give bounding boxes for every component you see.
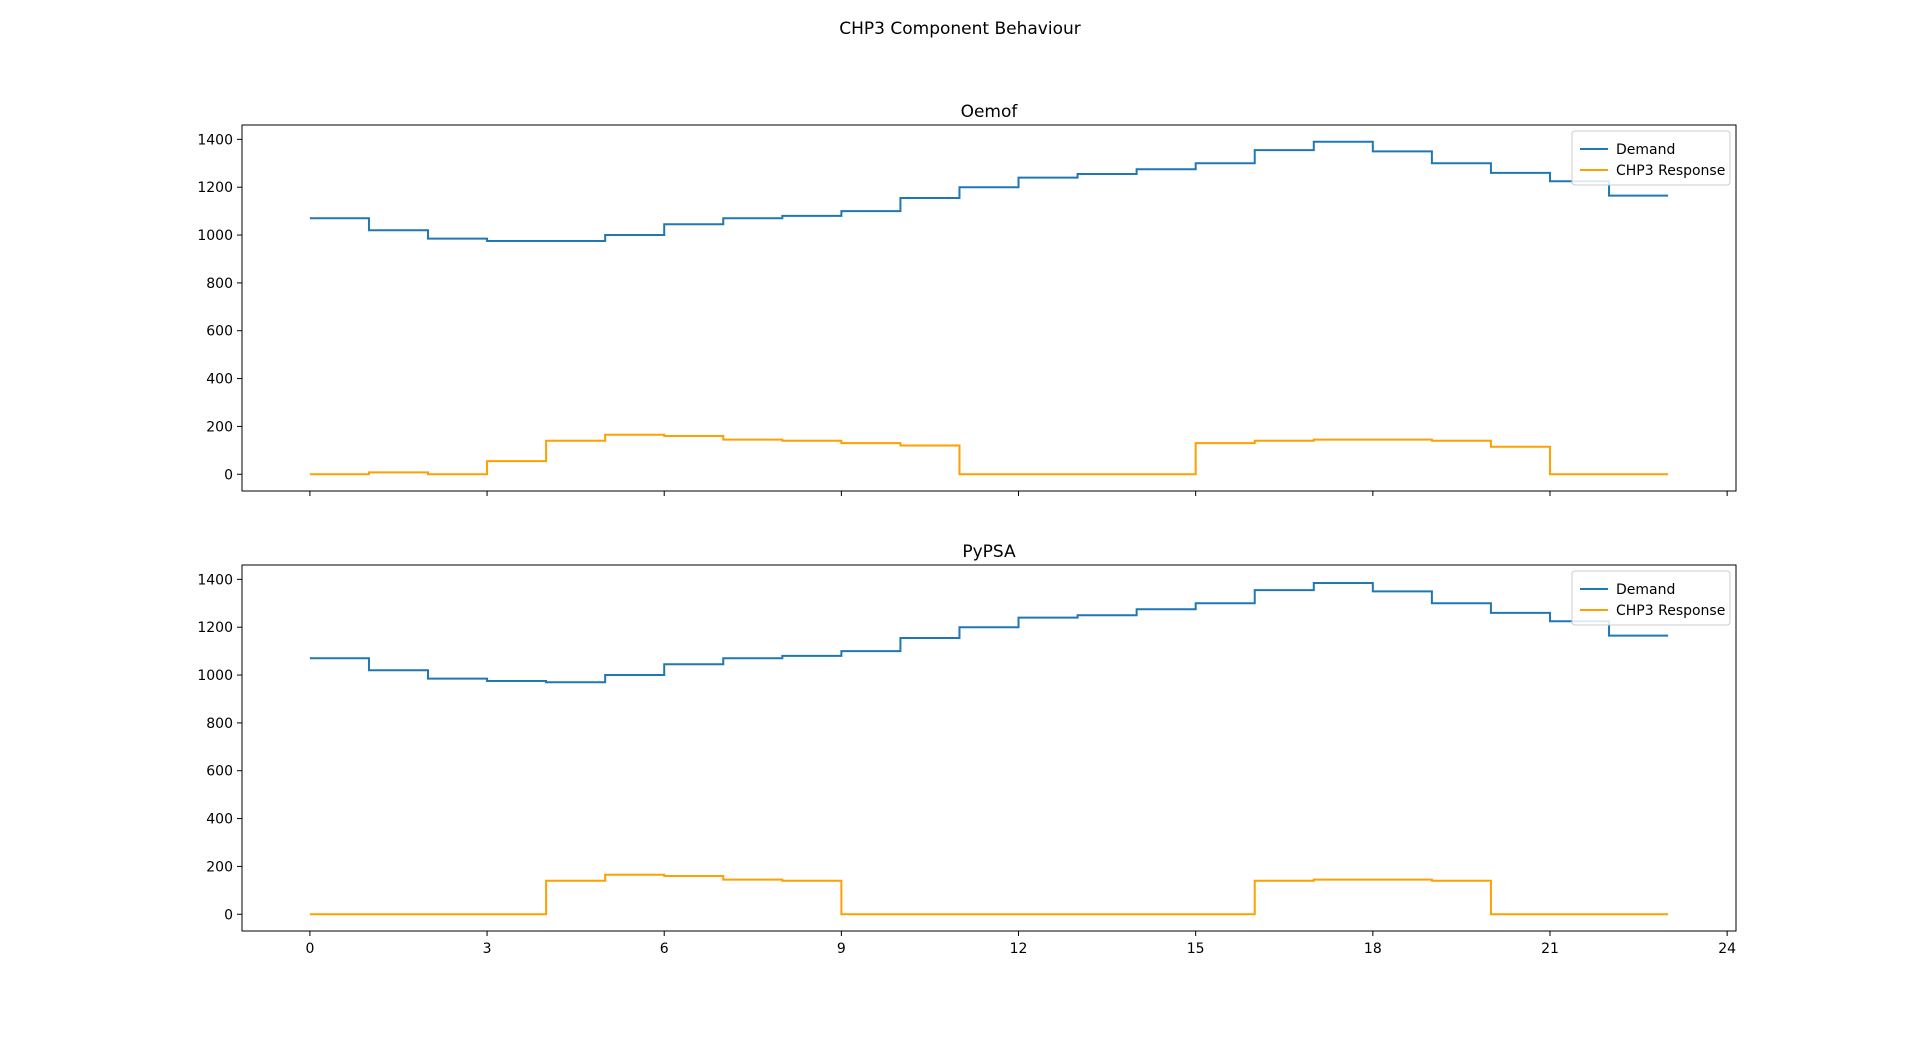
legend-label: CHP3 Response bbox=[1616, 163, 1725, 179]
legend-label: Demand bbox=[1616, 142, 1675, 158]
y-tick-label: 1200 bbox=[197, 180, 233, 196]
figure-title: CHP3 Component Behaviour bbox=[839, 19, 1081, 39]
y-tick-label: 1400 bbox=[197, 572, 233, 588]
series-line-chp3-response bbox=[309, 873, 1669, 916]
x-tick-label: 0 bbox=[305, 941, 314, 957]
y-tick-label: 800 bbox=[206, 716, 233, 732]
y-tick-label: 1000 bbox=[197, 668, 233, 684]
legend-box bbox=[1571, 130, 1731, 186]
y-tick-label: 1000 bbox=[197, 228, 233, 244]
axes-frame bbox=[241, 564, 1737, 932]
series-line-demand bbox=[309, 581, 1669, 684]
legend-label: Demand bbox=[1616, 582, 1675, 598]
y-tick-label: 200 bbox=[206, 419, 233, 435]
x-tick-label: 18 bbox=[1364, 941, 1382, 957]
x-tick-label: 9 bbox=[837, 941, 846, 957]
series-line-chp3-response bbox=[309, 433, 1669, 476]
legend-box bbox=[1571, 570, 1731, 626]
y-tick-label: 600 bbox=[206, 764, 233, 780]
subplot-2: PyPSA 0 200 400 600 800 1000 1200 1400 0 3 6 9 12 15 18… bbox=[197, 542, 1737, 957]
y-tick-label: 0 bbox=[224, 907, 233, 923]
x-tick-label: 21 bbox=[1541, 941, 1559, 957]
x-tick-label: 3 bbox=[483, 941, 492, 957]
x-tick-label: 24 bbox=[1718, 941, 1736, 957]
legend-label: CHP3 Response bbox=[1616, 603, 1725, 619]
subplot-title: PyPSA bbox=[962, 542, 1016, 562]
y-tick-label: 800 bbox=[206, 276, 233, 292]
y-tick-label: 600 bbox=[206, 324, 233, 340]
y-tick-label: 1400 bbox=[197, 132, 233, 148]
subplot-title: Oemof bbox=[961, 102, 1019, 122]
series-line-demand bbox=[309, 140, 1669, 243]
x-tick-label: 15 bbox=[1187, 941, 1205, 957]
x-tick-label: 6 bbox=[660, 941, 669, 957]
subplot-1: Oemof 0 200 400 600 800 1000 1200 1400 Demand CHP3… bbox=[197, 102, 1737, 496]
y-tick-label: 0 bbox=[224, 467, 233, 483]
y-tick-label: 200 bbox=[206, 859, 233, 875]
axes-frame bbox=[241, 124, 1737, 492]
y-tick-label: 400 bbox=[206, 372, 233, 388]
y-tick-label: 400 bbox=[206, 812, 233, 828]
y-tick-label: 1200 bbox=[197, 620, 233, 636]
x-tick-label: 12 bbox=[1010, 941, 1028, 957]
